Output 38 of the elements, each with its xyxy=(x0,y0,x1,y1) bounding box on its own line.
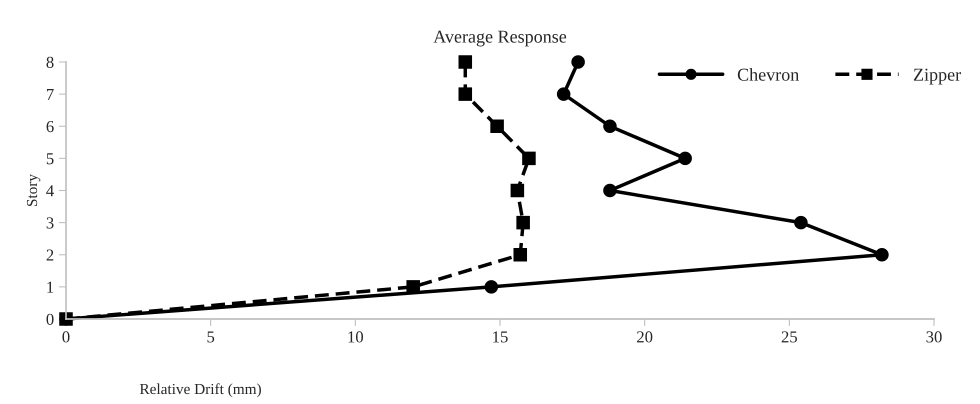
y-tick-label: 5 xyxy=(46,153,54,164)
point xyxy=(522,152,536,166)
y-tick-label: 0 xyxy=(46,314,54,325)
x-tick-label: 15 xyxy=(493,331,508,343)
point xyxy=(510,184,524,198)
x-tick-label: 25 xyxy=(782,331,798,343)
y-tick-label: 2 xyxy=(46,249,54,261)
x-tick-label: 20 xyxy=(637,331,652,343)
point xyxy=(556,87,570,101)
y-tick-label: 1 xyxy=(47,282,54,293)
point xyxy=(513,248,528,262)
y-axis-title: Story xyxy=(26,174,40,206)
x-tick-label: 30 xyxy=(926,331,942,343)
legend-label: Chevron xyxy=(738,68,799,81)
point xyxy=(516,216,530,230)
x-tick-label: 10 xyxy=(348,331,364,343)
chart-title: Average Response xyxy=(433,30,566,46)
point xyxy=(794,216,808,230)
y-tick-label: 3 xyxy=(46,217,54,229)
x-tick-label: 0 xyxy=(62,331,70,343)
point xyxy=(490,119,504,134)
legend-label: Zipper xyxy=(914,68,961,84)
y-tick-label: 7 xyxy=(46,88,54,100)
point xyxy=(59,312,73,326)
y-tick-label: 6 xyxy=(46,120,54,132)
y-tick-label: 8 xyxy=(46,56,54,68)
point xyxy=(484,280,498,294)
point xyxy=(406,280,420,294)
point xyxy=(458,87,472,101)
x-tick-label: 5 xyxy=(207,331,214,343)
point xyxy=(603,184,617,198)
point xyxy=(603,119,617,134)
point xyxy=(571,55,585,69)
y-tick-label: 4 xyxy=(46,185,54,196)
point xyxy=(458,55,472,69)
point xyxy=(875,248,889,262)
x-axis-title: Relative Drift (mm) xyxy=(140,383,261,398)
point xyxy=(678,152,692,166)
